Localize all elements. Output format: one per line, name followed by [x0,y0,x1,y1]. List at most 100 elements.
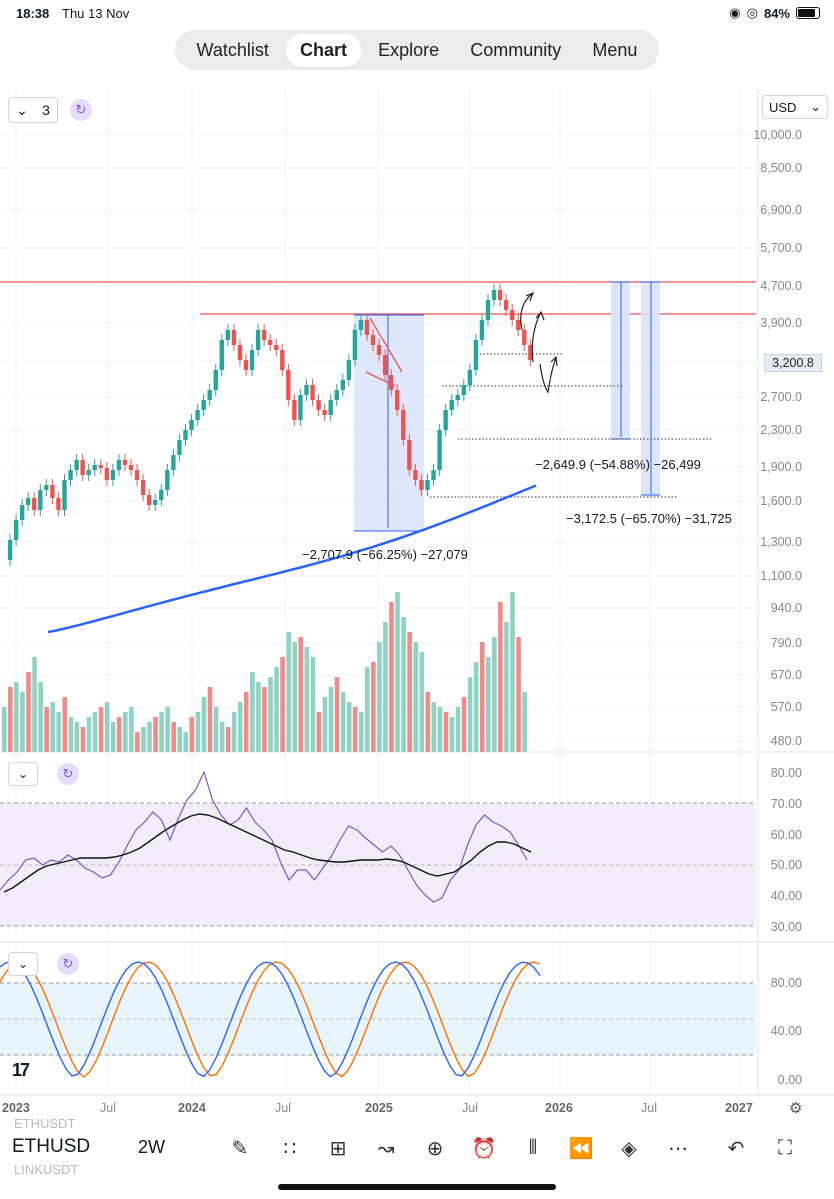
measure-box[interactable] [354,315,424,531]
candle-body [38,490,43,510]
wifi-icon: ◉ [729,5,741,20]
candle-body [177,440,182,455]
candle-body [122,460,128,465]
volume-bar [522,692,527,752]
candle-body [455,395,460,400]
status-bar: 18:38 Thu 13 Nov ◉ ◎ 84% [0,0,834,26]
volume-bar [201,697,207,752]
tab-community[interactable]: Community [470,39,562,60]
fullscreen-icon[interactable]: ⛶ [778,1136,792,1159]
sync-icon[interactable]: ↻ [70,99,92,121]
compare-icon[interactable]: ↝ [377,1137,395,1160]
candle-body [510,310,515,320]
stoch-k-line[interactable] [0,961,541,1078]
sync-icon[interactable]: ↻ [57,763,79,785]
rsi-collapse-button[interactable]: ⌄ [8,762,38,786]
volume-bar [455,707,461,752]
bottom-toolbar: ETHUSD 2W ✎ ∷ ⊞ ↝ ⊕ ⏰ ⫴ ⏪ ◈ ⋯ ↶ ⛶ [0,1128,834,1168]
candle-body [104,468,110,480]
volume-bar [425,692,431,752]
candle-body [346,360,352,380]
volume-bar [14,682,19,752]
volume-bar [340,692,346,752]
volume-bar [129,707,134,752]
volume-bar [20,692,25,752]
price-label: 2,300.0 [760,423,802,437]
candle-body [147,495,152,505]
volume-bar [147,722,152,752]
rsi-line[interactable] [0,770,528,903]
candle-body [116,460,122,470]
currency-selector[interactable]: USD ⌄ [762,95,828,119]
stoch-collapse-button[interactable]: ⌄ [8,952,38,976]
layout-selector[interactable]: ⌄ 3 [8,97,58,123]
volume-bar [44,707,49,752]
time-label: 2024 [178,1101,206,1115]
candle-body [50,485,55,498]
candle-body [370,335,376,345]
undo-icon[interactable]: ↶ [727,1137,745,1160]
drawn-arrow[interactable] [531,310,545,363]
alert-clock-icon[interactable]: ⏰ [471,1137,497,1160]
drawn-arrow[interactable] [520,291,535,331]
add-icon[interactable]: ⊕ [426,1137,444,1160]
candle-body [528,345,533,360]
candle-body [431,470,436,480]
chevron-down-icon: ⌄ [16,101,28,118]
ghost-symbol: LINKUSDT [14,1162,79,1177]
volume-bar [86,717,92,752]
candle-body [358,320,364,330]
moving-average-line[interactable] [47,484,537,634]
volume-bar [389,602,394,752]
time-label: 2027 [725,1101,753,1115]
rsi-ma-line[interactable] [3,813,532,893]
candle-body [74,460,79,470]
drawn-arrow[interactable] [539,355,558,394]
settings-gear-icon[interactable]: ⚙ [789,1100,803,1117]
candle-body [134,470,140,480]
tradingview-logo: 17 [12,1060,30,1080]
rsi-label: 80.00 [770,766,802,780]
tab-explore[interactable]: Explore [378,39,440,60]
candle-body [328,400,333,415]
time-label: 2025 [365,1101,393,1115]
more-icon[interactable]: ⋯ [668,1137,688,1160]
indicators-icon[interactable]: ∷ [283,1137,297,1160]
candle-body [140,480,146,495]
time-label: Jul [100,1101,116,1115]
volume-bar [183,732,189,752]
layers-icon[interactable]: ◈ [621,1137,637,1160]
volume-bar [395,592,400,752]
volume-bar [32,657,37,752]
candle-body [56,498,61,510]
trend-line[interactable] [369,317,403,373]
price-label: 1,900.0 [760,460,802,474]
sync-icon[interactable]: ↻ [57,953,79,975]
tab-chart[interactable]: Chart [286,33,362,67]
grid-icon[interactable]: ⊞ [329,1137,347,1160]
candle-body [334,390,339,400]
price-label: 2,700.0 [760,390,802,404]
tab-menu[interactable]: Menu [592,39,638,60]
candle-icon[interactable]: ⫴ [528,1136,538,1159]
price-label: 570.0 [770,700,802,714]
price-label: 1,100.0 [760,569,802,583]
volume-bar [377,642,382,752]
time-label: Jul [641,1101,657,1115]
volume-bar [219,722,225,752]
candle-body [304,385,309,395]
candle-body [219,340,224,370]
volume-bar [141,727,146,752]
candle-body [243,360,249,370]
volume-bar [135,732,140,752]
symbol-button[interactable]: ETHUSD [12,1136,91,1157]
tab-watchlist[interactable]: Watchlist [196,39,269,60]
volume-bar [74,722,80,752]
candle-body [298,395,303,420]
pencil-icon[interactable]: ✎ [231,1137,249,1160]
replay-icon[interactable]: ⏪ [568,1137,594,1160]
stoch-d-line[interactable] [0,961,541,1078]
timeframe-button[interactable]: 2W [138,1137,165,1157]
candle-body [201,400,206,410]
